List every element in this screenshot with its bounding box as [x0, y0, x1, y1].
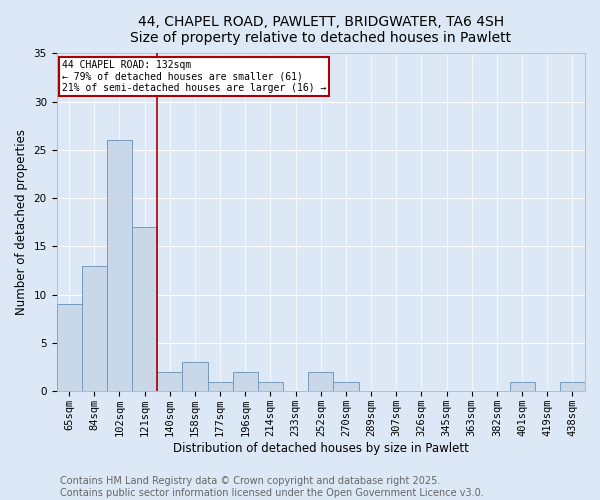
Bar	[308, 372, 334, 392]
Bar	[334, 382, 359, 392]
Bar	[82, 266, 107, 392]
Bar	[132, 227, 157, 392]
Bar	[560, 382, 585, 392]
Y-axis label: Number of detached properties: Number of detached properties	[15, 130, 28, 316]
Title: 44, CHAPEL ROAD, PAWLETT, BRIDGWATER, TA6 4SH
Size of property relative to detac: 44, CHAPEL ROAD, PAWLETT, BRIDGWATER, TA…	[130, 15, 511, 45]
Bar	[509, 382, 535, 392]
Bar	[233, 372, 258, 392]
Bar	[56, 304, 82, 392]
Bar	[157, 372, 182, 392]
Bar	[258, 382, 283, 392]
Bar	[182, 362, 208, 392]
Text: Contains HM Land Registry data © Crown copyright and database right 2025.
Contai: Contains HM Land Registry data © Crown c…	[60, 476, 484, 498]
Bar	[208, 382, 233, 392]
Bar	[107, 140, 132, 392]
Text: 44 CHAPEL ROAD: 132sqm
← 79% of detached houses are smaller (61)
21% of semi-det: 44 CHAPEL ROAD: 132sqm ← 79% of detached…	[62, 60, 326, 94]
X-axis label: Distribution of detached houses by size in Pawlett: Distribution of detached houses by size …	[173, 442, 469, 455]
